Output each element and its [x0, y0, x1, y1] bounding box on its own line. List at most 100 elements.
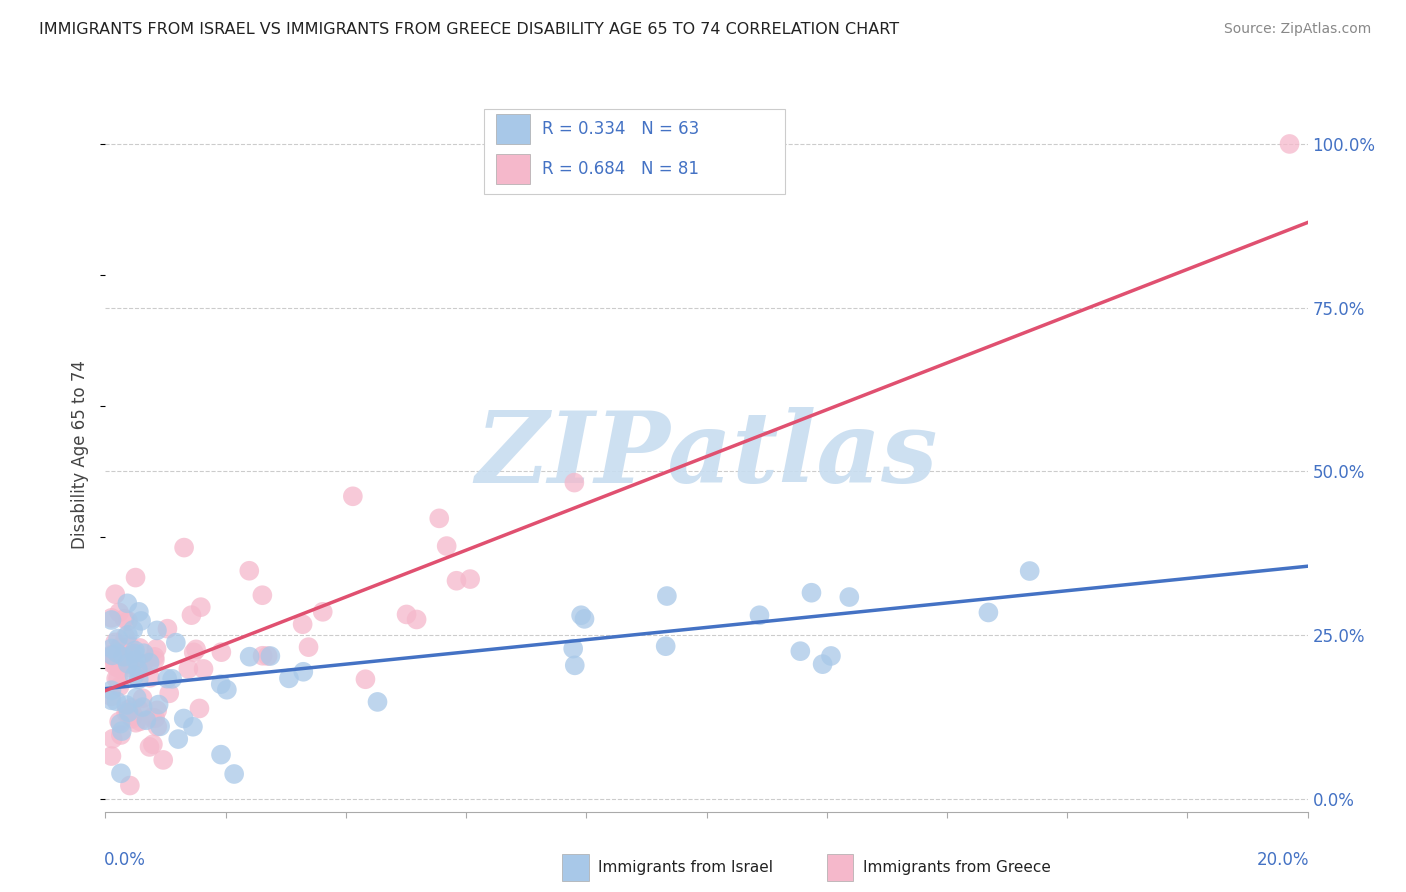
Point — [100, 611, 122, 625]
Point — [800, 585, 823, 599]
Point — [118, 779, 141, 793]
Point — [190, 600, 212, 615]
Point — [789, 644, 811, 658]
Point — [107, 632, 129, 646]
Point — [128, 714, 150, 729]
Point — [120, 648, 142, 663]
Point — [128, 672, 150, 686]
Point — [149, 719, 172, 733]
Point — [115, 698, 138, 712]
Point — [278, 671, 301, 685]
Point — [342, 489, 364, 503]
Point — [156, 622, 179, 636]
Point — [124, 646, 146, 660]
Text: IMMIGRANTS FROM ISRAEL VS IMMIGRANTS FROM GREECE DISABILITY AGE 65 TO 74 CORRELA: IMMIGRANTS FROM ISRAEL VS IMMIGRANTS FRO… — [39, 22, 900, 37]
Point — [564, 475, 586, 490]
Point — [148, 698, 170, 712]
Point — [238, 564, 260, 578]
Point — [259, 648, 281, 663]
Point — [188, 701, 211, 715]
Point — [458, 572, 481, 586]
Point — [239, 649, 262, 664]
Point — [564, 658, 586, 673]
Point — [100, 613, 122, 627]
Point — [105, 660, 128, 674]
Point — [124, 668, 146, 682]
Point — [173, 711, 195, 725]
Point — [152, 753, 174, 767]
Point — [811, 657, 834, 672]
Point — [256, 648, 278, 663]
Point — [139, 671, 162, 685]
Point — [838, 590, 860, 604]
Point — [184, 642, 207, 657]
Point — [101, 731, 124, 746]
Point — [122, 708, 145, 723]
Point — [100, 693, 122, 707]
Point — [129, 614, 152, 628]
Point — [101, 648, 124, 663]
Point — [125, 653, 148, 667]
Point — [209, 747, 232, 762]
Point — [108, 655, 131, 669]
Point — [112, 654, 135, 668]
Point — [655, 589, 678, 603]
Point — [125, 715, 148, 730]
Bar — [496, 114, 530, 144]
Point — [574, 612, 596, 626]
Point — [156, 672, 179, 686]
Y-axis label: Disability Age 65 to 74: Disability Age 65 to 74 — [72, 360, 90, 549]
Point — [100, 683, 122, 698]
Text: 20.0%: 20.0% — [1257, 851, 1309, 869]
Point — [146, 720, 169, 734]
Point — [181, 720, 204, 734]
Point — [128, 663, 150, 677]
Point — [142, 737, 165, 751]
Text: Source: ZipAtlas.com: Source: ZipAtlas.com — [1223, 22, 1371, 37]
Point — [100, 690, 122, 704]
Point — [108, 606, 131, 620]
Point — [117, 703, 139, 717]
Point — [977, 606, 1000, 620]
Point — [125, 690, 148, 705]
Point — [122, 623, 145, 637]
Point — [117, 657, 139, 671]
Text: 0.0%: 0.0% — [104, 851, 146, 869]
Point — [395, 607, 418, 622]
Point — [141, 710, 163, 724]
Point — [108, 680, 131, 694]
Point — [124, 643, 146, 657]
Text: Immigrants from Greece: Immigrants from Greece — [863, 860, 1050, 875]
Text: ZIPatlas: ZIPatlas — [475, 407, 938, 503]
Point — [107, 645, 129, 659]
FancyBboxPatch shape — [484, 109, 785, 194]
Point — [127, 663, 149, 677]
Point — [291, 617, 314, 632]
Point — [654, 639, 676, 653]
Point — [173, 541, 195, 555]
Point — [183, 645, 205, 659]
Point — [160, 672, 183, 686]
Point — [354, 672, 377, 686]
Point — [105, 694, 128, 708]
Point — [427, 511, 450, 525]
Point — [131, 691, 153, 706]
Point — [135, 713, 157, 727]
Point — [145, 641, 167, 656]
Point — [446, 574, 468, 588]
Point — [193, 662, 215, 676]
Point — [117, 596, 139, 610]
Point — [117, 614, 139, 628]
Point — [110, 716, 132, 731]
Text: R = 0.684   N = 81: R = 0.684 N = 81 — [541, 161, 699, 178]
Point — [180, 608, 202, 623]
Point — [436, 539, 458, 553]
Point — [100, 656, 122, 670]
Point — [128, 702, 150, 716]
Point — [111, 724, 134, 739]
Point — [120, 661, 142, 675]
Point — [209, 645, 232, 659]
Point — [143, 653, 166, 667]
Point — [124, 571, 146, 585]
Point — [367, 695, 389, 709]
